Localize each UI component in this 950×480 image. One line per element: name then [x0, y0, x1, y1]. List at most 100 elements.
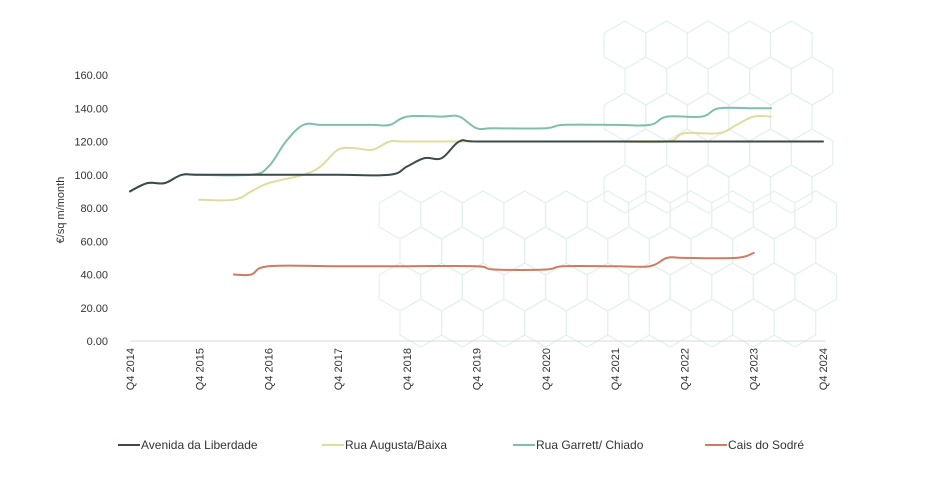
hexagon-decoration — [648, 298, 692, 348]
y-tick-label: 40.00 — [80, 270, 108, 282]
hexagon-decoration — [752, 262, 796, 312]
y-tick-label: 100.00 — [74, 170, 108, 182]
x-tick-label: Q4 2021 — [610, 348, 622, 390]
hexagon-decoration — [711, 262, 754, 312]
legend-item: Rua Garrett/ Chiado — [513, 438, 644, 452]
hexagon-decoration — [603, 92, 647, 142]
hexagon-decoration — [645, 20, 689, 70]
hexagon-decoration — [790, 56, 834, 106]
hexagon-decoration — [773, 226, 817, 276]
hexagon-decoration — [624, 56, 668, 106]
y-axis-title: €/sq m/month — [55, 177, 67, 244]
y-tick-label: 140.00 — [74, 103, 108, 115]
series-line-avenida-da-liberdade — [129, 139, 824, 193]
hexagon-decoration — [645, 164, 689, 214]
hexagon-decoration — [665, 56, 709, 106]
hexagon-decoration — [441, 298, 484, 348]
hexagon-decoration — [794, 190, 838, 240]
hexagon-decoration — [399, 226, 443, 276]
hexagon-decoration — [669, 190, 713, 240]
legend-item: Cais do Sodré — [705, 438, 804, 452]
hexagon-decoration — [752, 190, 796, 240]
y-tick-label: 120.00 — [74, 137, 108, 149]
hexagon-decoration — [790, 128, 834, 178]
hexagon-decoration — [482, 226, 526, 276]
x-axis: Q4 2014 Q4 2015 Q4 2016 Q4 2017 Q4 2018 Q4 20… — [125, 340, 830, 390]
legend-item: Rua Augusta/Baixa — [322, 438, 447, 452]
series-line-cais-do-sodr — [232, 251, 755, 277]
hexagon-decoration — [544, 262, 588, 312]
hexagon-decoration — [707, 128, 751, 178]
hexagon-decoration — [565, 298, 609, 348]
x-tick-label: Q4 2017 — [333, 348, 345, 390]
hexagon-decoration — [731, 298, 775, 348]
hexagon-decoration — [690, 298, 734, 348]
hexagon-decoration — [690, 226, 734, 276]
y-tick-label: 160.00 — [74, 70, 108, 82]
hexagon-decoration — [728, 164, 772, 214]
hexagon-decoration — [503, 190, 547, 240]
hexagon-decoration — [603, 20, 647, 70]
legend: Avenida da Liberdade Rua Augusta/Baixa Rua… — [118, 438, 804, 452]
hexagon-decoration — [461, 190, 505, 240]
y-tick-label: 20.00 — [80, 303, 108, 315]
hexagon-decoration — [607, 298, 651, 348]
hexagon-decoration — [731, 226, 775, 276]
hexagon-decoration — [749, 56, 792, 106]
hexagon-decoration — [544, 190, 588, 240]
y-tick-label: 0.00 — [87, 336, 108, 348]
hexagon-decoration — [769, 20, 813, 70]
hexagon-decoration — [607, 226, 651, 276]
hexagon-decoration — [565, 226, 609, 276]
hexagon-decoration — [482, 298, 526, 348]
y-tick-label: 60.00 — [80, 236, 108, 248]
hexagon-decoration — [669, 262, 713, 312]
hexagon-decoration — [769, 164, 813, 214]
hexagon-decoration — [420, 262, 463, 312]
series-layer — [129, 106, 824, 277]
x-tick-label: Q4 2016 — [264, 348, 276, 390]
hexagon-decoration — [648, 226, 692, 276]
hexagon-decoration — [378, 190, 422, 240]
hexagon-decoration — [749, 128, 792, 178]
legend-label: Avenida da Liberdade — [141, 438, 258, 452]
x-tick-label: Q4 2020 — [541, 348, 553, 390]
legend-label: Rua Augusta/Baixa — [345, 438, 447, 452]
series-line-rua-augusta-baixa — [198, 114, 772, 202]
hexagon-decoration — [627, 262, 671, 312]
hexagon-decoration — [441, 226, 484, 276]
hexagon-decoration — [665, 128, 709, 178]
hexagon-decoration — [728, 20, 772, 70]
legend-label: Cais do Sodré — [728, 438, 804, 452]
hexagon-decoration — [603, 164, 647, 214]
x-tick-label: Q4 2014 — [125, 348, 137, 390]
x-tick-label: Q4 2024 — [818, 348, 830, 390]
hexagon-decoration — [378, 262, 422, 312]
hexagon-decoration — [686, 164, 730, 214]
hexagon-decoration — [586, 262, 630, 312]
background-hexagon-pattern — [378, 20, 838, 348]
hexagon-decoration — [794, 262, 838, 312]
hexagon-decoration — [420, 190, 463, 240]
legend-item: Avenida da Liberdade — [118, 438, 258, 452]
hexagon-decoration — [524, 226, 567, 276]
x-tick-label: Q4 2018 — [402, 348, 414, 390]
hexagon-decoration — [624, 128, 668, 178]
hexagon-decoration — [773, 298, 817, 348]
hexagon-decoration — [686, 20, 730, 70]
hexagon-decoration — [586, 190, 630, 240]
x-tick-label: Q4 2019 — [472, 348, 484, 390]
hexagon-decoration — [769, 92, 813, 142]
hexagon-decoration — [399, 298, 443, 348]
y-tick-label: 80.00 — [80, 203, 108, 215]
hexagon-decoration — [524, 298, 567, 348]
x-tick-label: Q4 2015 — [194, 348, 206, 390]
x-tick-label: Q4 2023 — [749, 348, 761, 390]
hexagon-decoration — [627, 190, 671, 240]
legend-label: Rua Garrett/ Chiado — [536, 438, 644, 452]
hexagon-decoration — [711, 190, 754, 240]
y-axis: 0.00 20.00 40.00 60.00 80.00 100.00 120.00 140.… — [55, 70, 108, 348]
x-tick-label: Q4 2022 — [679, 348, 691, 390]
